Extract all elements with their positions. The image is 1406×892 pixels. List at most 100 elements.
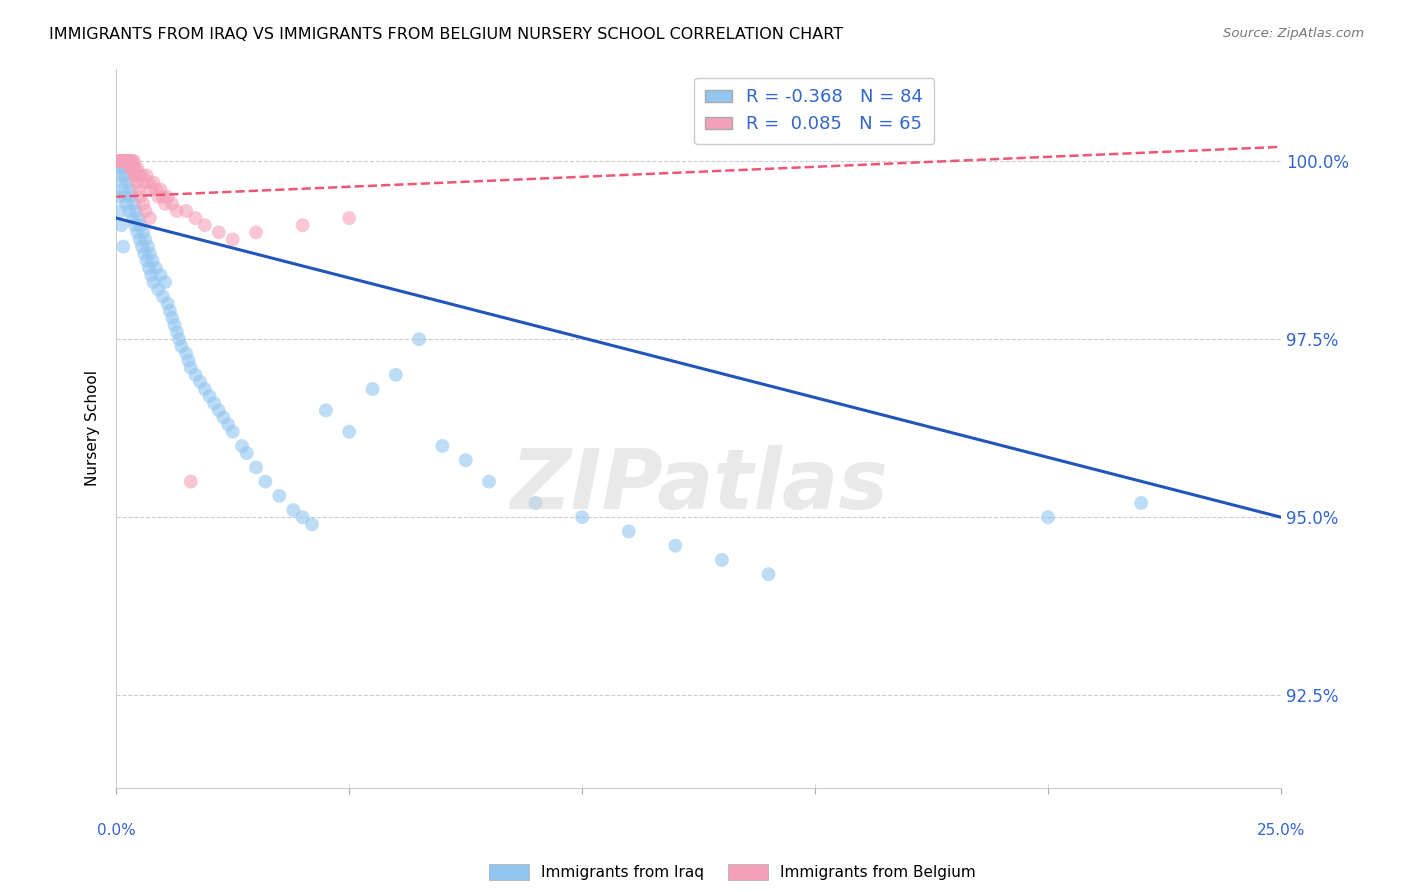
Point (122, 161, 145, 176)
Point (283, 503, 305, 517)
Point (478, 475, 501, 489)
Point (132, 197, 155, 211)
Point (202, 396, 225, 410)
Point (108, 154, 131, 169)
Point (112, 154, 135, 169)
Point (112, 154, 135, 169)
Point (337, 425, 360, 439)
Point (121, 211, 143, 225)
Point (121, 161, 143, 176)
Text: ZIPatlas: ZIPatlas (510, 445, 887, 526)
Point (180, 360, 202, 375)
Point (291, 510, 314, 524)
Point (208, 403, 231, 417)
Point (361, 382, 384, 396)
Point (129, 190, 152, 204)
Point (120, 161, 142, 176)
Point (269, 489, 291, 503)
Point (198, 389, 221, 403)
Point (124, 169, 146, 183)
Point (125, 169, 148, 183)
Point (115, 154, 138, 169)
Point (291, 218, 314, 232)
Point (117, 176, 139, 190)
Point (112, 154, 135, 169)
Point (231, 439, 253, 453)
Point (454, 453, 477, 467)
Point (124, 161, 146, 176)
Point (194, 218, 217, 232)
Point (152, 289, 174, 303)
Point (107, 161, 129, 176)
Point (385, 368, 408, 382)
Point (134, 232, 156, 246)
Point (111, 176, 134, 190)
Point (135, 204, 157, 219)
Point (142, 275, 165, 289)
Point (524, 496, 547, 510)
Point (129, 218, 152, 232)
Point (188, 375, 211, 389)
Point (148, 190, 170, 204)
Point (142, 176, 165, 190)
Text: 25.0%: 25.0% (1257, 823, 1305, 838)
Point (138, 176, 160, 190)
Point (1130, 496, 1153, 510)
Text: Immigrants from Belgium: Immigrants from Belgium (780, 865, 976, 880)
Point (112, 239, 135, 253)
Point (115, 197, 138, 211)
Point (128, 183, 150, 197)
Point (110, 169, 132, 183)
Point (337, 211, 360, 225)
Point (160, 310, 183, 325)
Point (111, 154, 134, 169)
Point (145, 260, 167, 275)
Point (114, 154, 136, 169)
Point (301, 517, 323, 532)
Point (1036, 510, 1059, 524)
Point (194, 382, 217, 396)
Point (117, 154, 139, 169)
Point (128, 169, 150, 183)
Point (136, 239, 159, 253)
Point (131, 239, 153, 253)
Point (184, 211, 207, 225)
Point (212, 410, 235, 425)
Point (114, 169, 136, 183)
Point (125, 176, 148, 190)
Point (235, 446, 257, 460)
Point (128, 211, 150, 225)
Point (108, 154, 131, 169)
Point (217, 417, 239, 432)
Point (141, 268, 163, 282)
Point (131, 169, 153, 183)
Point (114, 154, 136, 169)
Point (141, 183, 163, 197)
Point (184, 368, 207, 382)
Point (134, 176, 156, 190)
Point (110, 154, 132, 169)
Point (159, 303, 181, 318)
Point (180, 475, 202, 489)
Point (149, 268, 172, 282)
Point (132, 225, 155, 239)
Point (254, 475, 277, 489)
Point (174, 204, 197, 219)
Point (128, 232, 150, 246)
Point (107, 154, 129, 169)
Point (117, 154, 139, 169)
Point (177, 353, 200, 368)
Point (156, 296, 179, 310)
Point (120, 154, 142, 169)
Point (571, 510, 593, 524)
Point (208, 225, 231, 239)
Point (112, 161, 135, 176)
Point (149, 183, 172, 197)
Point (111, 154, 134, 169)
Text: 0.0%: 0.0% (97, 823, 135, 838)
Point (127, 225, 149, 239)
Point (758, 567, 780, 582)
Point (121, 154, 143, 169)
Point (245, 460, 267, 475)
Y-axis label: Nursery School: Nursery School (86, 370, 100, 486)
